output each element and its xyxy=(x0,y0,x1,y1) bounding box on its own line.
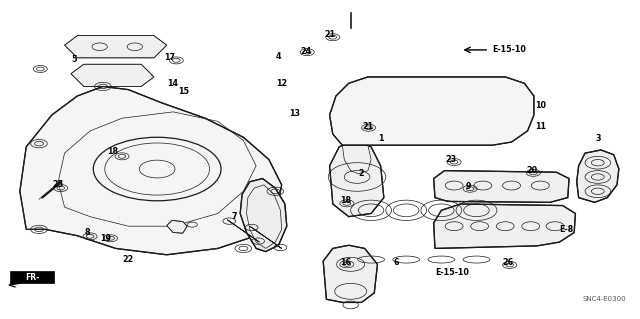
Text: 18: 18 xyxy=(107,147,118,156)
Text: 26: 26 xyxy=(503,258,514,267)
Text: 1: 1 xyxy=(378,134,383,143)
Polygon shape xyxy=(330,77,534,145)
Text: 20: 20 xyxy=(527,166,538,175)
Text: 4: 4 xyxy=(276,52,281,61)
Text: 18: 18 xyxy=(340,196,351,205)
Text: 25: 25 xyxy=(52,181,64,189)
Polygon shape xyxy=(65,36,167,58)
Text: 19: 19 xyxy=(100,234,111,243)
Polygon shape xyxy=(330,140,384,217)
Text: 15: 15 xyxy=(179,87,189,96)
Text: 10: 10 xyxy=(535,101,546,110)
Text: 6: 6 xyxy=(394,258,399,267)
Text: 12: 12 xyxy=(276,79,287,88)
Polygon shape xyxy=(227,220,259,242)
Text: 21: 21 xyxy=(324,30,335,39)
Polygon shape xyxy=(323,245,378,302)
Polygon shape xyxy=(434,171,569,202)
Text: 17: 17 xyxy=(164,53,175,62)
Text: 13: 13 xyxy=(289,109,300,118)
Polygon shape xyxy=(10,271,54,283)
Text: E-15-10: E-15-10 xyxy=(435,268,469,277)
Polygon shape xyxy=(167,220,187,233)
Text: 16: 16 xyxy=(340,258,351,267)
Polygon shape xyxy=(20,86,282,255)
Polygon shape xyxy=(577,150,619,202)
Text: SNC4-E0300: SNC4-E0300 xyxy=(583,296,627,302)
Polygon shape xyxy=(250,226,282,249)
Text: 21: 21 xyxy=(362,122,374,131)
Text: 24: 24 xyxy=(300,47,312,56)
Polygon shape xyxy=(434,204,575,249)
Text: 5: 5 xyxy=(72,55,77,64)
Text: 22: 22 xyxy=(123,255,134,264)
Text: FR-: FR- xyxy=(26,272,40,281)
Text: 3: 3 xyxy=(595,134,600,143)
Text: E-8: E-8 xyxy=(559,225,573,234)
Text: 11: 11 xyxy=(535,122,546,131)
Text: E-15-10: E-15-10 xyxy=(492,45,526,55)
Text: 23: 23 xyxy=(445,155,456,164)
Polygon shape xyxy=(240,179,287,252)
Text: 2: 2 xyxy=(358,169,364,178)
Text: 9: 9 xyxy=(466,182,472,191)
Polygon shape xyxy=(71,64,154,86)
Text: 7: 7 xyxy=(231,212,237,221)
Text: 14: 14 xyxy=(168,79,179,88)
Text: 8: 8 xyxy=(84,228,90,237)
